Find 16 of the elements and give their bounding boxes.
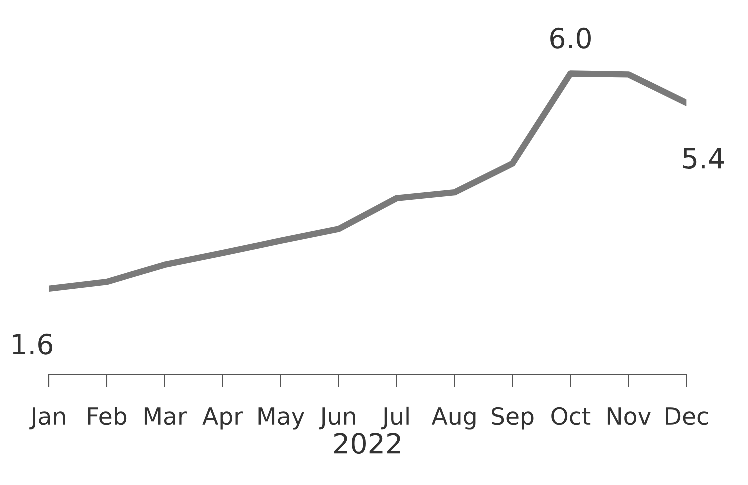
data-label: 1.6 bbox=[13, 334, 53, 355]
x-tick-label: May bbox=[258, 408, 305, 430]
x-tick-label: Jul bbox=[381, 406, 409, 430]
x-tick-label: Sep bbox=[492, 407, 534, 430]
x-tick-label: Aug bbox=[432, 408, 476, 430]
x-tick-label: Oct bbox=[552, 407, 591, 426]
x-tick-label: Feb bbox=[88, 406, 127, 426]
x-axis-title: 2022 bbox=[334, 433, 400, 454]
x-tick-label: Nov bbox=[608, 408, 652, 426]
data-label: 6.0 bbox=[550, 28, 591, 49]
x-tick-label: Mar bbox=[144, 408, 188, 426]
x-tick-label: Dec bbox=[666, 408, 708, 426]
x-tick-label: Apr bbox=[202, 408, 244, 430]
data-label: 5.4 bbox=[684, 148, 724, 169]
x-tick-label: Jan bbox=[30, 408, 66, 430]
x-tick-label: Jun bbox=[319, 408, 356, 430]
